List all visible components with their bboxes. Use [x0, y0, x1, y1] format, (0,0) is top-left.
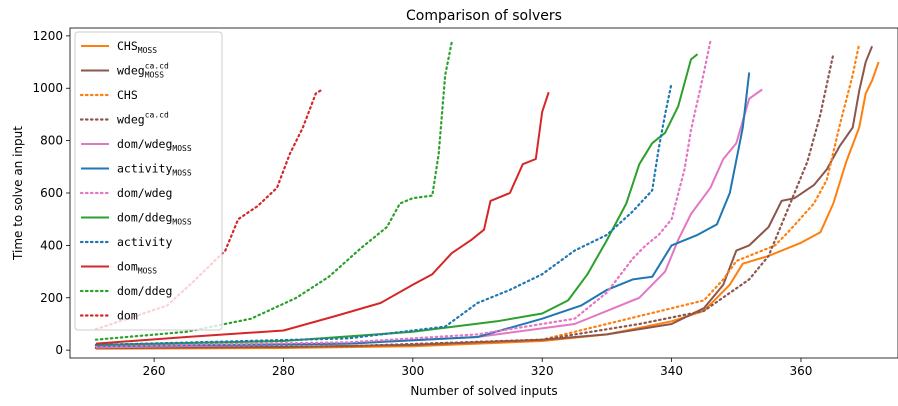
legend-label: dom/wdegMOSS	[117, 137, 192, 153]
series-line	[94, 40, 712, 348]
y-tick-label: 800	[40, 134, 63, 148]
y-tick-label: 200	[40, 291, 63, 305]
x-axis: 260 280 300 320 340 360	[143, 358, 813, 378]
legend-label: CHSMOSS	[117, 39, 157, 55]
series-line	[95, 72, 751, 348]
legend-label: dom	[117, 309, 138, 323]
series-line	[94, 53, 835, 350]
chart-title: Comparison of solvers	[406, 8, 562, 24]
y-tick-label: 400	[40, 238, 63, 252]
x-tick-label: 300	[401, 364, 424, 378]
y-tick-label: 600	[40, 186, 63, 200]
legend-label: activity	[117, 235, 172, 249]
legend-label: dom/wdeg	[117, 186, 172, 200]
x-tick-label: 360	[790, 364, 813, 378]
legend-label: activityMOSS	[117, 162, 192, 178]
series-line	[94, 88, 324, 331]
legend-label: dom/ddegMOSS	[117, 211, 192, 227]
y-axis: 0 200 400 600 800 1000 1200	[32, 29, 70, 357]
y-tick-label: 1000	[32, 81, 63, 95]
legend-label: dom/ddeg	[117, 284, 172, 298]
legend-label: domMOSS	[117, 260, 157, 276]
x-tick-label: 340	[660, 364, 683, 378]
series-line	[95, 61, 880, 350]
legend-label: CHS	[117, 88, 138, 102]
legend-box	[74, 31, 223, 331]
series-line	[95, 53, 699, 346]
series-line	[94, 81, 673, 346]
x-axis-label: Number of solved inputs	[410, 384, 557, 398]
series-line	[95, 91, 550, 345]
series-line	[94, 42, 861, 349]
legend: CHSMOSS wdegca.cd MOSS CHS wdegca.cd dom/wdeg…	[74, 31, 223, 331]
series-line	[95, 45, 874, 349]
y-tick-label: 1200	[32, 29, 63, 43]
series-line	[94, 41, 453, 341]
x-tick-label: 280	[272, 364, 295, 378]
y-axis-label: Time to solve an input	[11, 126, 25, 261]
x-tick-label: 320	[531, 364, 554, 378]
legend-label: wdegca.cd MOSS	[117, 62, 169, 80]
legend-label: wdegca.cd	[117, 111, 169, 127]
plot-area	[94, 40, 880, 350]
x-tick-label: 260	[143, 364, 166, 378]
y-tick-label: 0	[55, 343, 63, 357]
